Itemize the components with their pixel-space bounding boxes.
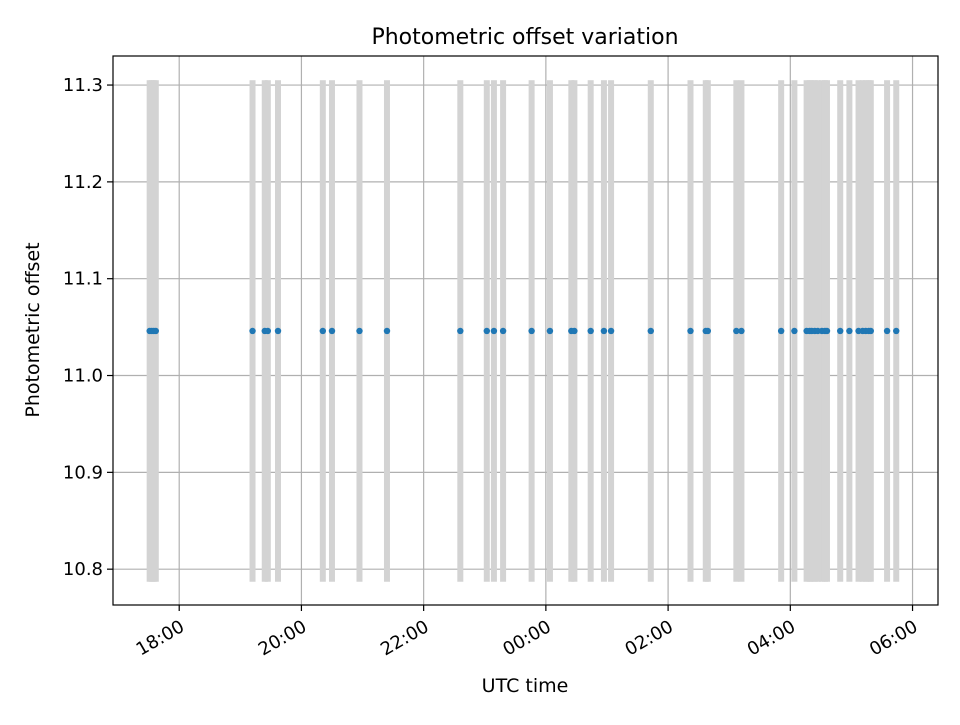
y-tick-label: 11.3 <box>63 75 103 96</box>
data-point <box>587 327 594 335</box>
data-point <box>249 327 256 335</box>
y-axis-ticks: 10.8 10.9 11.0 11.1 11.2 11.3 <box>63 75 113 580</box>
data-point <box>483 327 490 335</box>
y-tick-label: 11.0 <box>63 366 103 387</box>
y-tick-label: 11.1 <box>63 269 103 290</box>
data-point <box>738 327 745 335</box>
data-point <box>777 327 785 335</box>
data-point <box>328 327 336 335</box>
data-point <box>274 327 282 335</box>
data-point <box>546 327 554 335</box>
data-point <box>791 327 798 335</box>
data-point <box>457 327 464 335</box>
data-point <box>499 327 507 335</box>
data-point <box>846 327 853 335</box>
y-tick-label: 11.2 <box>63 172 103 193</box>
chart-title: Photometric offset variation <box>371 25 678 50</box>
data-point <box>600 327 608 335</box>
data-point <box>490 327 498 335</box>
x-axis-label: UTC time <box>482 675 569 697</box>
data-point <box>356 327 363 335</box>
y-axis-label: Photometric offset <box>22 242 44 417</box>
data-point <box>704 327 712 335</box>
data-point <box>647 327 654 335</box>
plot-frame <box>112 55 939 606</box>
y-tick-label: 10.9 <box>63 462 103 483</box>
data-point <box>823 327 831 335</box>
data-points <box>146 327 900 335</box>
data-point <box>837 327 844 335</box>
data-point <box>383 327 391 335</box>
data-point <box>883 327 891 335</box>
data-point <box>687 327 694 335</box>
data-point <box>264 327 272 335</box>
data-point <box>528 327 535 335</box>
data-point <box>607 327 615 335</box>
data-point <box>733 327 740 335</box>
data-point <box>571 327 578 335</box>
y-tick-label: 10.8 <box>63 559 103 580</box>
data-point <box>152 327 159 335</box>
data-point <box>867 327 874 335</box>
data-point <box>893 327 900 335</box>
data-point <box>319 327 327 335</box>
